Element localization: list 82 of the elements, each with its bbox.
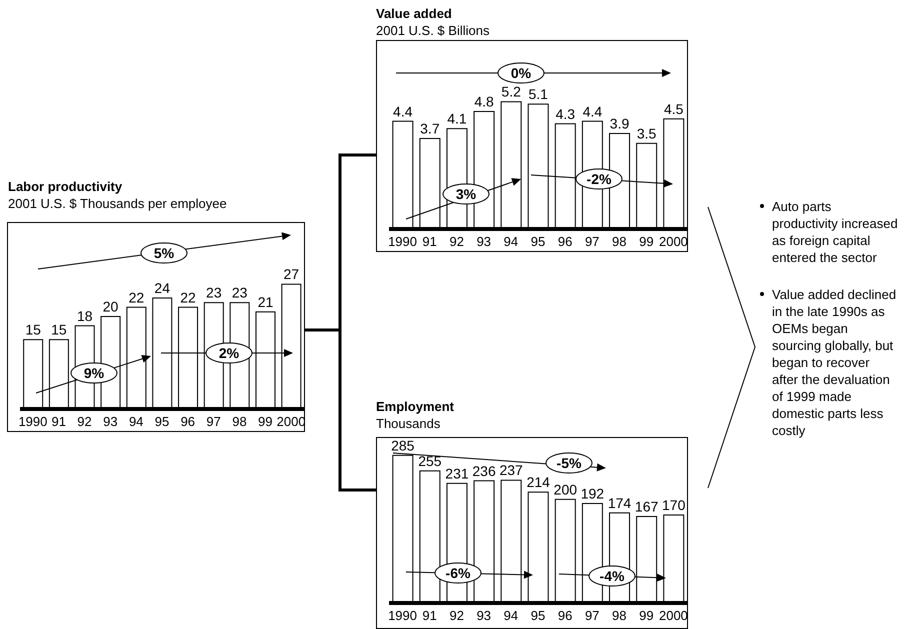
x-tick-label: 93: [476, 608, 492, 624]
chart-subtitle: 2001 U.S. $ Thousands per employee: [8, 195, 227, 212]
annotation: 3%: [456, 186, 477, 202]
x-tick-label: 98: [612, 608, 627, 624]
x-tick-label: 92: [77, 414, 92, 430]
chart-title: Employment: [376, 398, 454, 415]
data-label: 4.4: [393, 103, 413, 120]
x-tick-label: 2000: [658, 234, 688, 250]
chart-title: Value added: [376, 5, 453, 22]
x-tick-label: 94: [128, 414, 144, 430]
data-label: 200: [554, 481, 578, 498]
x-tick-label: 91: [422, 234, 437, 250]
annotation: -4%: [600, 568, 625, 584]
data-label: 15: [51, 322, 67, 338]
data-label: 255: [418, 452, 442, 469]
data-label: 4.8: [474, 94, 494, 110]
data-label: 4.1: [447, 110, 467, 127]
annotation: 2%: [218, 345, 240, 361]
x-tick-label: 2000: [658, 608, 688, 624]
x-tick-label: 95: [530, 608, 546, 624]
data-label: 23: [206, 284, 222, 301]
annotation: 9%: [84, 365, 105, 381]
data-label: 27: [284, 266, 300, 282]
x-tick-label: 1990: [388, 608, 418, 624]
x-tick-label: 94: [504, 608, 518, 624]
data-label: 285: [391, 437, 415, 454]
data-label: 22: [128, 289, 144, 306]
data-label: 22: [180, 289, 196, 306]
data-label: 4.4: [582, 103, 602, 120]
data-label: 214: [526, 474, 550, 490]
text: Value added declined in the late 1990s as OEMs began sourcing globally, but began to recover after the devaluation of 1999 made domestic parts less costly: [772, 287, 896, 438]
data-label: 5.1: [528, 86, 548, 102]
x-tick-label: 97: [584, 608, 600, 624]
data-label: 24: [154, 280, 170, 296]
x-tick-label: 92: [449, 234, 464, 250]
x-tick-label: 96: [180, 414, 196, 430]
x-tick-label: 93: [103, 414, 118, 430]
data-label: 18: [76, 308, 93, 324]
x-tick-label: 97: [584, 234, 600, 250]
x-tick-label: 95: [530, 234, 546, 250]
x-tick-label: 1990: [18, 414, 48, 430]
data-label: 21: [258, 294, 274, 310]
annotation: -5%: [556, 455, 582, 471]
chart-subtitle: Thousands: [376, 415, 442, 432]
data-label: 4.5: [664, 100, 684, 117]
text: 5%: [154, 245, 175, 261]
x-tick-label: 96: [558, 608, 572, 624]
x-tick-label: 96: [558, 234, 572, 250]
data-label: 3.9: [610, 116, 630, 132]
data-label: 5.2: [501, 84, 522, 100]
x-tick-label: 1990: [388, 234, 418, 250]
data-label: 192: [580, 486, 604, 502]
text: Auto parts productivity increased as foreign capital entered the sector: [772, 198, 898, 266]
data-label: 170: [662, 496, 686, 513]
data-label: 231: [445, 465, 469, 482]
x-tick-label: 99: [639, 608, 654, 624]
x-tick-label: 95: [154, 414, 170, 430]
x-tick-label: 97: [206, 414, 221, 430]
x-tick-label: 99: [639, 234, 654, 250]
x-tick-label: 91: [51, 414, 66, 430]
text: 0%: [510, 65, 532, 81]
chart-title: Labor productivity: [8, 178, 124, 195]
x-tick-label: 99: [258, 414, 273, 430]
data-label: 174: [608, 494, 632, 511]
x-tick-label: 94: [504, 234, 518, 250]
annotation: -6%: [446, 565, 471, 581]
data-label: 4.3: [556, 106, 576, 122]
data-label: 15: [25, 322, 42, 338]
x-tick-label: 92: [449, 608, 464, 624]
x-tick-label: 91: [422, 608, 437, 624]
x-tick-label: 93: [476, 234, 492, 250]
data-label: 3.5: [636, 125, 657, 142]
data-label: 236: [472, 462, 496, 479]
x-tick-label: 98: [612, 234, 627, 250]
annotation: -2%: [586, 171, 612, 187]
x-tick-label: 98: [232, 414, 247, 430]
data-label: 3.7: [420, 120, 440, 136]
data-label: 23: [232, 284, 248, 301]
data-label: 237: [499, 462, 524, 478]
data-label: 20: [102, 298, 119, 315]
data-label: 167: [634, 498, 659, 514]
chart-subtitle: 2001 U.S. $ Billions: [376, 22, 490, 39]
